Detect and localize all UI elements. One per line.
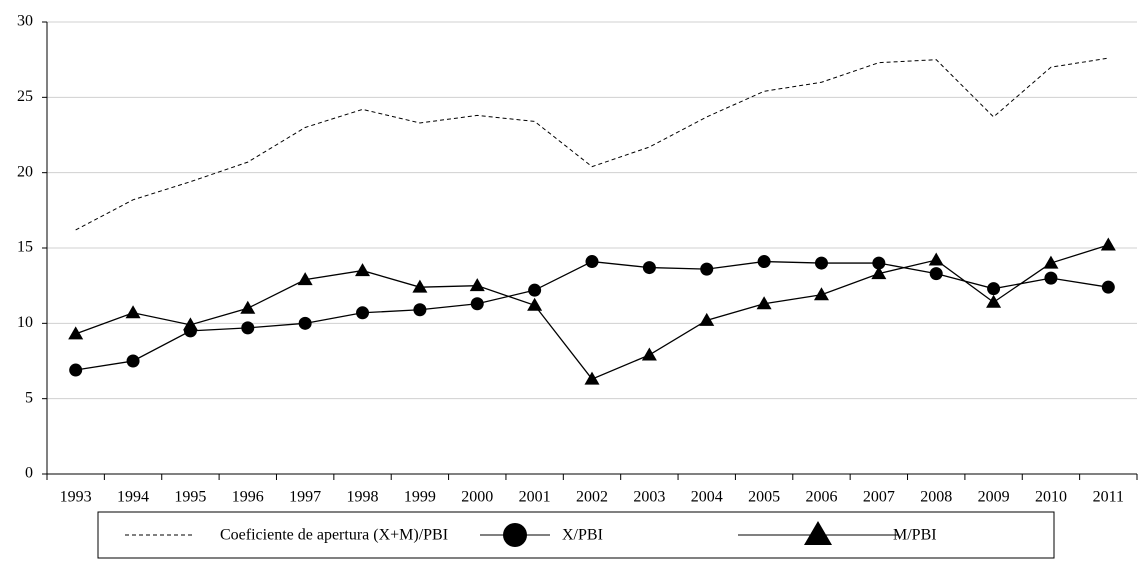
point bbox=[527, 297, 543, 311]
x-tick-label: 2010 bbox=[1035, 489, 1067, 506]
x-tick-label: 2000 bbox=[461, 489, 493, 506]
point bbox=[756, 296, 772, 310]
x-tick-label: 1999 bbox=[404, 489, 436, 506]
x-tick-label: 1994 bbox=[117, 489, 149, 506]
x-tick-label: 2003 bbox=[633, 489, 665, 506]
legend-label: X/PBI bbox=[562, 527, 603, 544]
point bbox=[871, 266, 887, 280]
point bbox=[1101, 280, 1115, 294]
x-tick-label: 2007 bbox=[863, 489, 895, 506]
x-tick-label: 2005 bbox=[748, 489, 780, 506]
series-line bbox=[75, 57, 1109, 231]
legend-marker bbox=[503, 523, 527, 547]
point bbox=[1043, 255, 1059, 269]
y-tick-label: 15 bbox=[17, 239, 33, 256]
x-tick-label: 1997 bbox=[289, 489, 321, 506]
y-tick-label: 30 bbox=[17, 13, 33, 30]
point bbox=[68, 326, 84, 340]
series-line bbox=[75, 260, 1109, 371]
point bbox=[1100, 237, 1116, 251]
x-tick-label: 2001 bbox=[519, 489, 551, 506]
legend-marker bbox=[804, 521, 832, 545]
point bbox=[356, 306, 370, 320]
point bbox=[241, 321, 255, 335]
point bbox=[987, 282, 1001, 296]
point bbox=[642, 261, 656, 275]
point bbox=[182, 317, 198, 331]
point bbox=[700, 262, 714, 276]
point bbox=[69, 363, 83, 377]
y-tick-label: 10 bbox=[17, 314, 33, 331]
point bbox=[298, 316, 312, 330]
point bbox=[355, 263, 371, 277]
point bbox=[413, 303, 427, 317]
legend-label: Coeficiente de apertura (X+M)/PBI bbox=[220, 527, 448, 544]
point bbox=[757, 255, 771, 269]
point bbox=[928, 252, 944, 266]
x-tick-label: 2004 bbox=[691, 489, 723, 506]
point bbox=[699, 312, 715, 326]
point bbox=[470, 297, 484, 311]
y-tick-label: 0 bbox=[25, 465, 33, 482]
y-tick-label: 25 bbox=[17, 88, 33, 105]
x-tick-label: 1998 bbox=[347, 489, 379, 506]
x-tick-label: 1993 bbox=[60, 489, 92, 506]
point bbox=[585, 255, 599, 269]
x-tick-label: 2009 bbox=[978, 489, 1010, 506]
point bbox=[125, 305, 141, 319]
x-tick-label: 2011 bbox=[1093, 489, 1124, 506]
x-tick-label: 2008 bbox=[920, 489, 952, 506]
point bbox=[929, 267, 943, 281]
point bbox=[641, 347, 657, 361]
point bbox=[297, 272, 313, 286]
y-tick-label: 20 bbox=[17, 163, 33, 180]
y-tick-label: 5 bbox=[25, 389, 33, 406]
legend-label: M/PBI bbox=[893, 527, 937, 544]
point bbox=[872, 256, 886, 270]
point bbox=[584, 371, 600, 385]
x-tick-label: 2006 bbox=[805, 489, 837, 506]
x-tick-label: 2002 bbox=[576, 489, 608, 506]
point bbox=[813, 287, 829, 301]
x-tick-label: 1996 bbox=[232, 489, 264, 506]
point bbox=[528, 283, 542, 297]
point bbox=[469, 278, 485, 292]
legend-box bbox=[97, 511, 1055, 559]
point bbox=[986, 294, 1002, 308]
point bbox=[1044, 271, 1058, 285]
point bbox=[814, 256, 828, 270]
point bbox=[126, 354, 140, 368]
point bbox=[240, 300, 256, 314]
x-tick-label: 1995 bbox=[174, 489, 206, 506]
point bbox=[412, 279, 428, 293]
